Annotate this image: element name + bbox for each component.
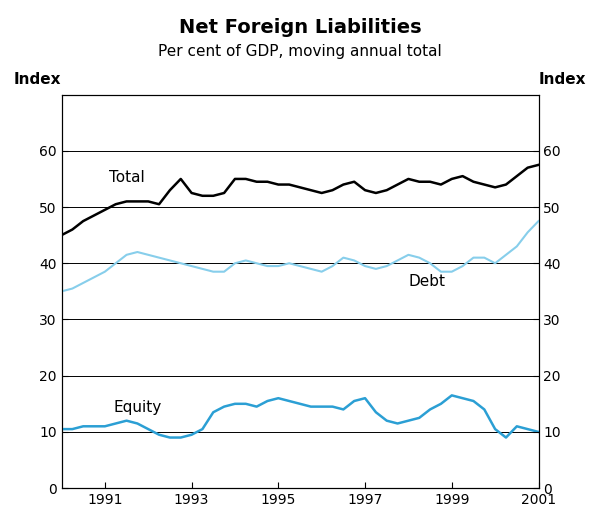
Text: Net Foreign Liabilities: Net Foreign Liabilities: [179, 18, 421, 37]
Text: Debt: Debt: [409, 274, 445, 289]
Text: Equity: Equity: [113, 400, 162, 415]
Text: Index: Index: [14, 72, 61, 87]
Text: Total: Total: [109, 170, 145, 185]
Title: Per cent of GDP, moving annual total: Per cent of GDP, moving annual total: [158, 44, 442, 58]
Text: Index: Index: [539, 72, 586, 87]
